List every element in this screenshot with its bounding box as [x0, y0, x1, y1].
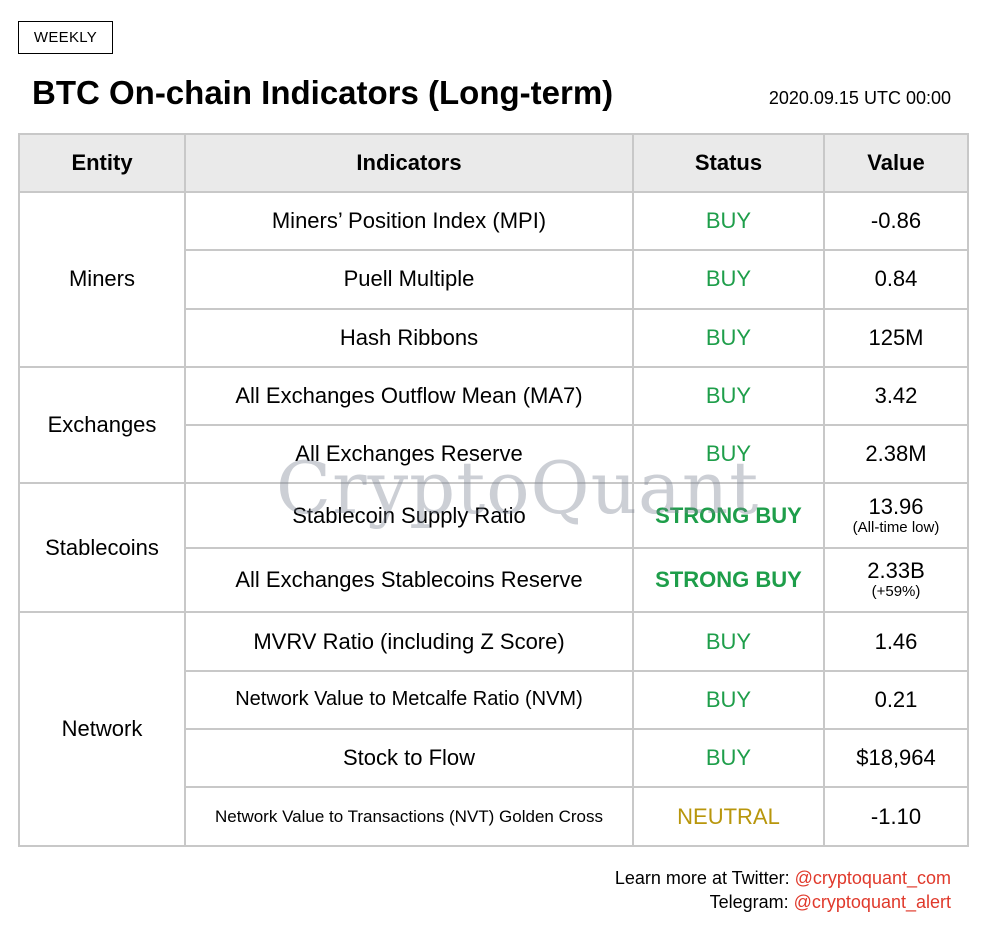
table-row: Network MVRV Ratio (including Z Score) B…: [18, 611, 969, 847]
page-title: BTC On-chain Indicators (Long-term): [32, 74, 614, 111]
value-note: (+59%): [871, 583, 921, 601]
status-badge: NEUTRAL: [632, 786, 825, 847]
table-row: Miners Miners’ Position Index (MPI) BUY …: [18, 190, 969, 368]
telegram-label: Telegram:: [709, 892, 794, 912]
indicator-name: All Exchanges Outflow Mean (MA7): [184, 365, 634, 427]
header-value: Value: [823, 133, 969, 193]
entity-stablecoins: Stablecoins: [18, 482, 186, 614]
table-row: Stock to Flow BUY $18,964: [19, 728, 969, 789]
indicator-value: 0.84: [823, 249, 969, 310]
status-badge: BUY: [632, 249, 825, 310]
twitter-handle-link[interactable]: @cryptoquant_com: [794, 868, 951, 888]
indicator-value: 3.42: [823, 365, 969, 427]
table-row: Puell Multiple BUY 0.84: [19, 249, 969, 310]
indicator-value: 1.46: [823, 611, 969, 672]
indicator-value: 13.96 (All-time low): [823, 482, 969, 549]
table-header-row: Entity Indicators Status Value: [18, 133, 969, 193]
indicator-name: Network Value to Transactions (NVT) Gold…: [184, 786, 634, 847]
indicator-name: Stock to Flow: [184, 728, 634, 789]
status-badge: STRONG BUY: [632, 482, 825, 549]
status-badge: BUY: [632, 307, 825, 368]
status-badge: BUY: [632, 190, 825, 252]
indicator-value: $18,964: [823, 728, 969, 789]
table-row: Exchanges All Exchanges Outflow Mean (MA…: [18, 365, 969, 485]
table-row: Stablecoins Stablecoin Supply Ratio STRO…: [18, 482, 969, 614]
value-note: (All-time low): [852, 518, 940, 536]
report-date: 2020.09.15 UTC 00:00: [768, 88, 951, 108]
status-badge: BUY: [632, 365, 825, 427]
telegram-handle-link[interactable]: @cryptoquant_alert: [793, 892, 951, 912]
value-main: 13.96: [868, 493, 924, 519]
value-main: 2.33B: [867, 558, 925, 584]
indicator-name: Hash Ribbons: [184, 307, 634, 368]
table-row: Network Value to Transactions (NVT) Gold…: [19, 786, 969, 847]
indicator-value: 0.21: [823, 669, 969, 731]
indicator-name: Stablecoin Supply Ratio: [184, 482, 634, 549]
indicator-value: -0.86: [823, 190, 969, 252]
entity-miners: Miners: [18, 191, 186, 368]
weekly-badge: WEEKLY: [18, 21, 113, 54]
entity-exchanges: Exchanges: [18, 365, 186, 485]
indicator-value: 125M: [823, 307, 969, 368]
indicator-value: -1.10: [823, 786, 969, 847]
twitter-line: Learn more at Twitter: @cryptoquant_com: [615, 866, 951, 890]
table-row: All Exchanges Stablecoins Reserve STRONG…: [19, 546, 969, 614]
indicator-value: 2.38M: [823, 424, 969, 485]
table-row: Network Value to Metcalfe Ratio (NVM) BU…: [19, 669, 969, 731]
table-row: Hash Ribbons BUY 125M: [19, 307, 969, 368]
indicator-value: 2.33B (+59%): [823, 546, 969, 614]
indicator-name: Network Value to Metcalfe Ratio (NVM): [184, 669, 634, 731]
status-badge: BUY: [632, 611, 825, 672]
indicator-name: Miners’ Position Index (MPI): [184, 190, 634, 252]
indicator-name: MVRV Ratio (including Z Score): [184, 611, 634, 672]
indicators-table: Entity Indicators Status Value Miners Mi…: [18, 133, 969, 847]
status-badge: BUY: [632, 728, 825, 789]
telegram-line: Telegram: @cryptoquant_alert: [615, 890, 951, 914]
header-status: Status: [632, 133, 825, 193]
header-entity: Entity: [18, 133, 186, 193]
table-row: All Exchanges Reserve BUY 2.38M: [19, 424, 969, 485]
status-badge: BUY: [632, 669, 825, 731]
indicator-name: All Exchanges Reserve: [184, 424, 634, 485]
footer-links: Learn more at Twitter: @cryptoquant_com …: [615, 866, 951, 914]
indicator-name: All Exchanges Stablecoins Reserve: [184, 546, 634, 614]
twitter-label: Learn more at Twitter:: [614, 868, 795, 888]
header-indicators: Indicators: [184, 133, 634, 193]
indicator-name: Puell Multiple: [184, 249, 634, 310]
entity-network: Network: [18, 611, 186, 847]
status-badge: BUY: [632, 424, 825, 485]
status-badge: STRONG BUY: [632, 546, 825, 614]
